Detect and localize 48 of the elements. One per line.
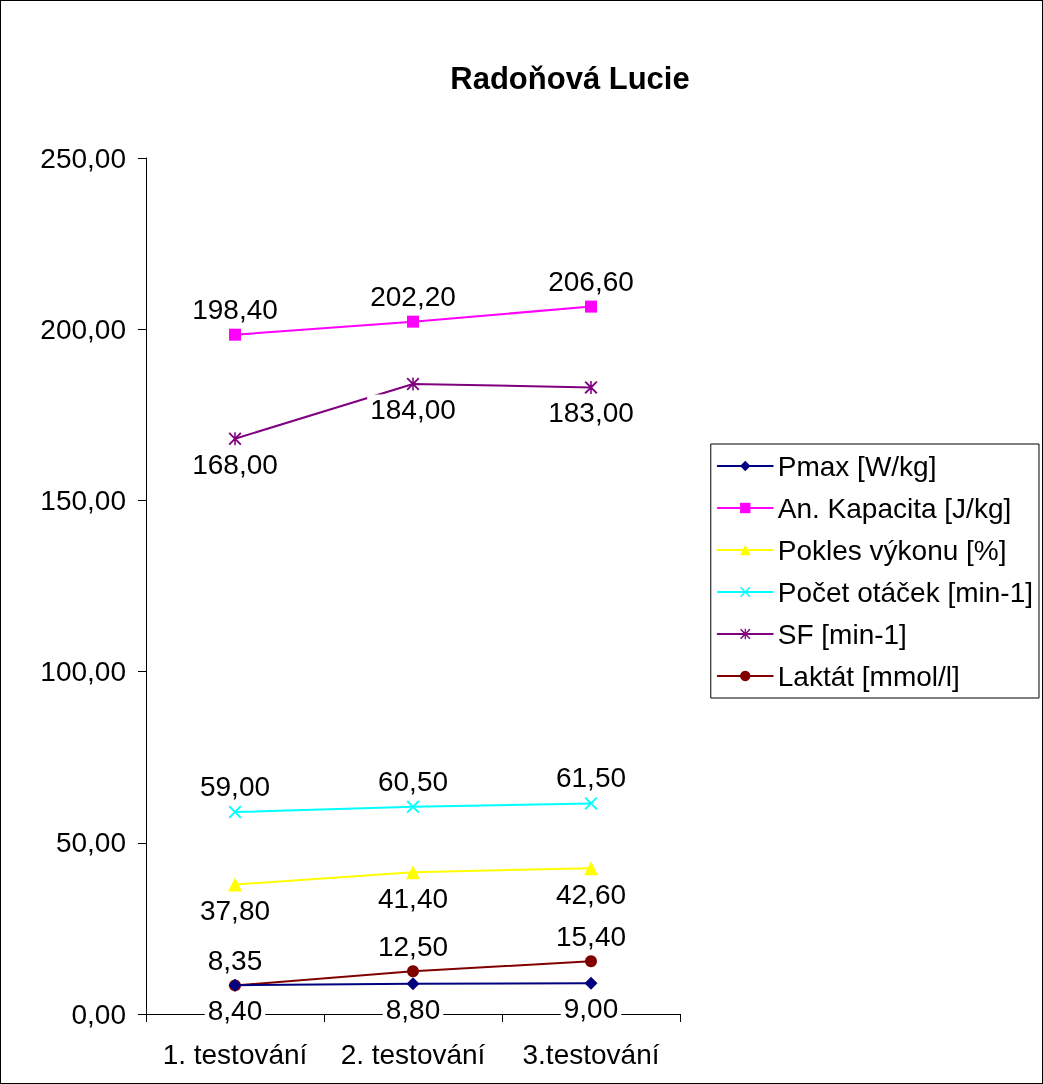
data-label: 184,00 [370,393,456,425]
data-label: 61,50 [555,762,627,794]
point [585,300,597,313]
point [407,965,419,978]
x-tick-label: 1. testování [162,1038,308,1070]
y-tick-label: 200,00 [40,313,126,345]
legend-label: An. Kapacita [J/kg] [777,492,1012,524]
data-label: 198,40 [192,294,278,326]
data-label: 183,00 [548,397,634,429]
data-label: 202,20 [370,281,456,313]
point [228,432,242,446]
point [406,977,420,991]
y-tick-label: 250,00 [40,142,126,174]
y-tick-label: 50,00 [55,827,126,859]
point [584,976,598,990]
legend-label: SF [min-1] [777,618,907,650]
point [585,955,597,968]
legend-label: Laktát [mmol/l] [777,660,960,692]
point [584,861,598,876]
data-label: 15,40 [555,920,627,952]
data-label: 8,35 [207,944,263,976]
data-label: 9,00 [563,993,619,1025]
point [406,865,420,880]
point [406,377,420,391]
point [407,315,419,328]
data-label: 168,00 [192,448,278,480]
point [228,877,242,892]
x-tick-label: 3.testování [522,1038,660,1070]
data-label: 8,40 [207,995,263,1027]
legend-label: Pokles výkonu [%] [777,534,1007,566]
data-label: 41,40 [377,882,449,914]
y-tick-label: 0,00 [71,998,126,1030]
legend-label: Pmax [W/kg] [777,450,937,482]
point [228,805,242,819]
data-label: 37,80 [199,895,271,927]
data-label: 12,50 [377,930,449,962]
point [229,328,241,341]
y-tick-label: 150,00 [40,484,126,516]
data-label: 42,60 [555,878,627,910]
legend-label: Počet otáček [min-1] [777,576,1034,608]
data-label: 60,50 [377,765,449,797]
point [406,800,420,814]
x-tick-label: 2. testování [340,1038,486,1070]
data-label: 59,00 [199,770,271,802]
data-label: 8,80 [385,993,441,1025]
data-label: 206,60 [548,266,634,298]
y-tick-label: 100,00 [40,656,126,688]
chart-title: Radoňová Lucie [450,61,690,96]
